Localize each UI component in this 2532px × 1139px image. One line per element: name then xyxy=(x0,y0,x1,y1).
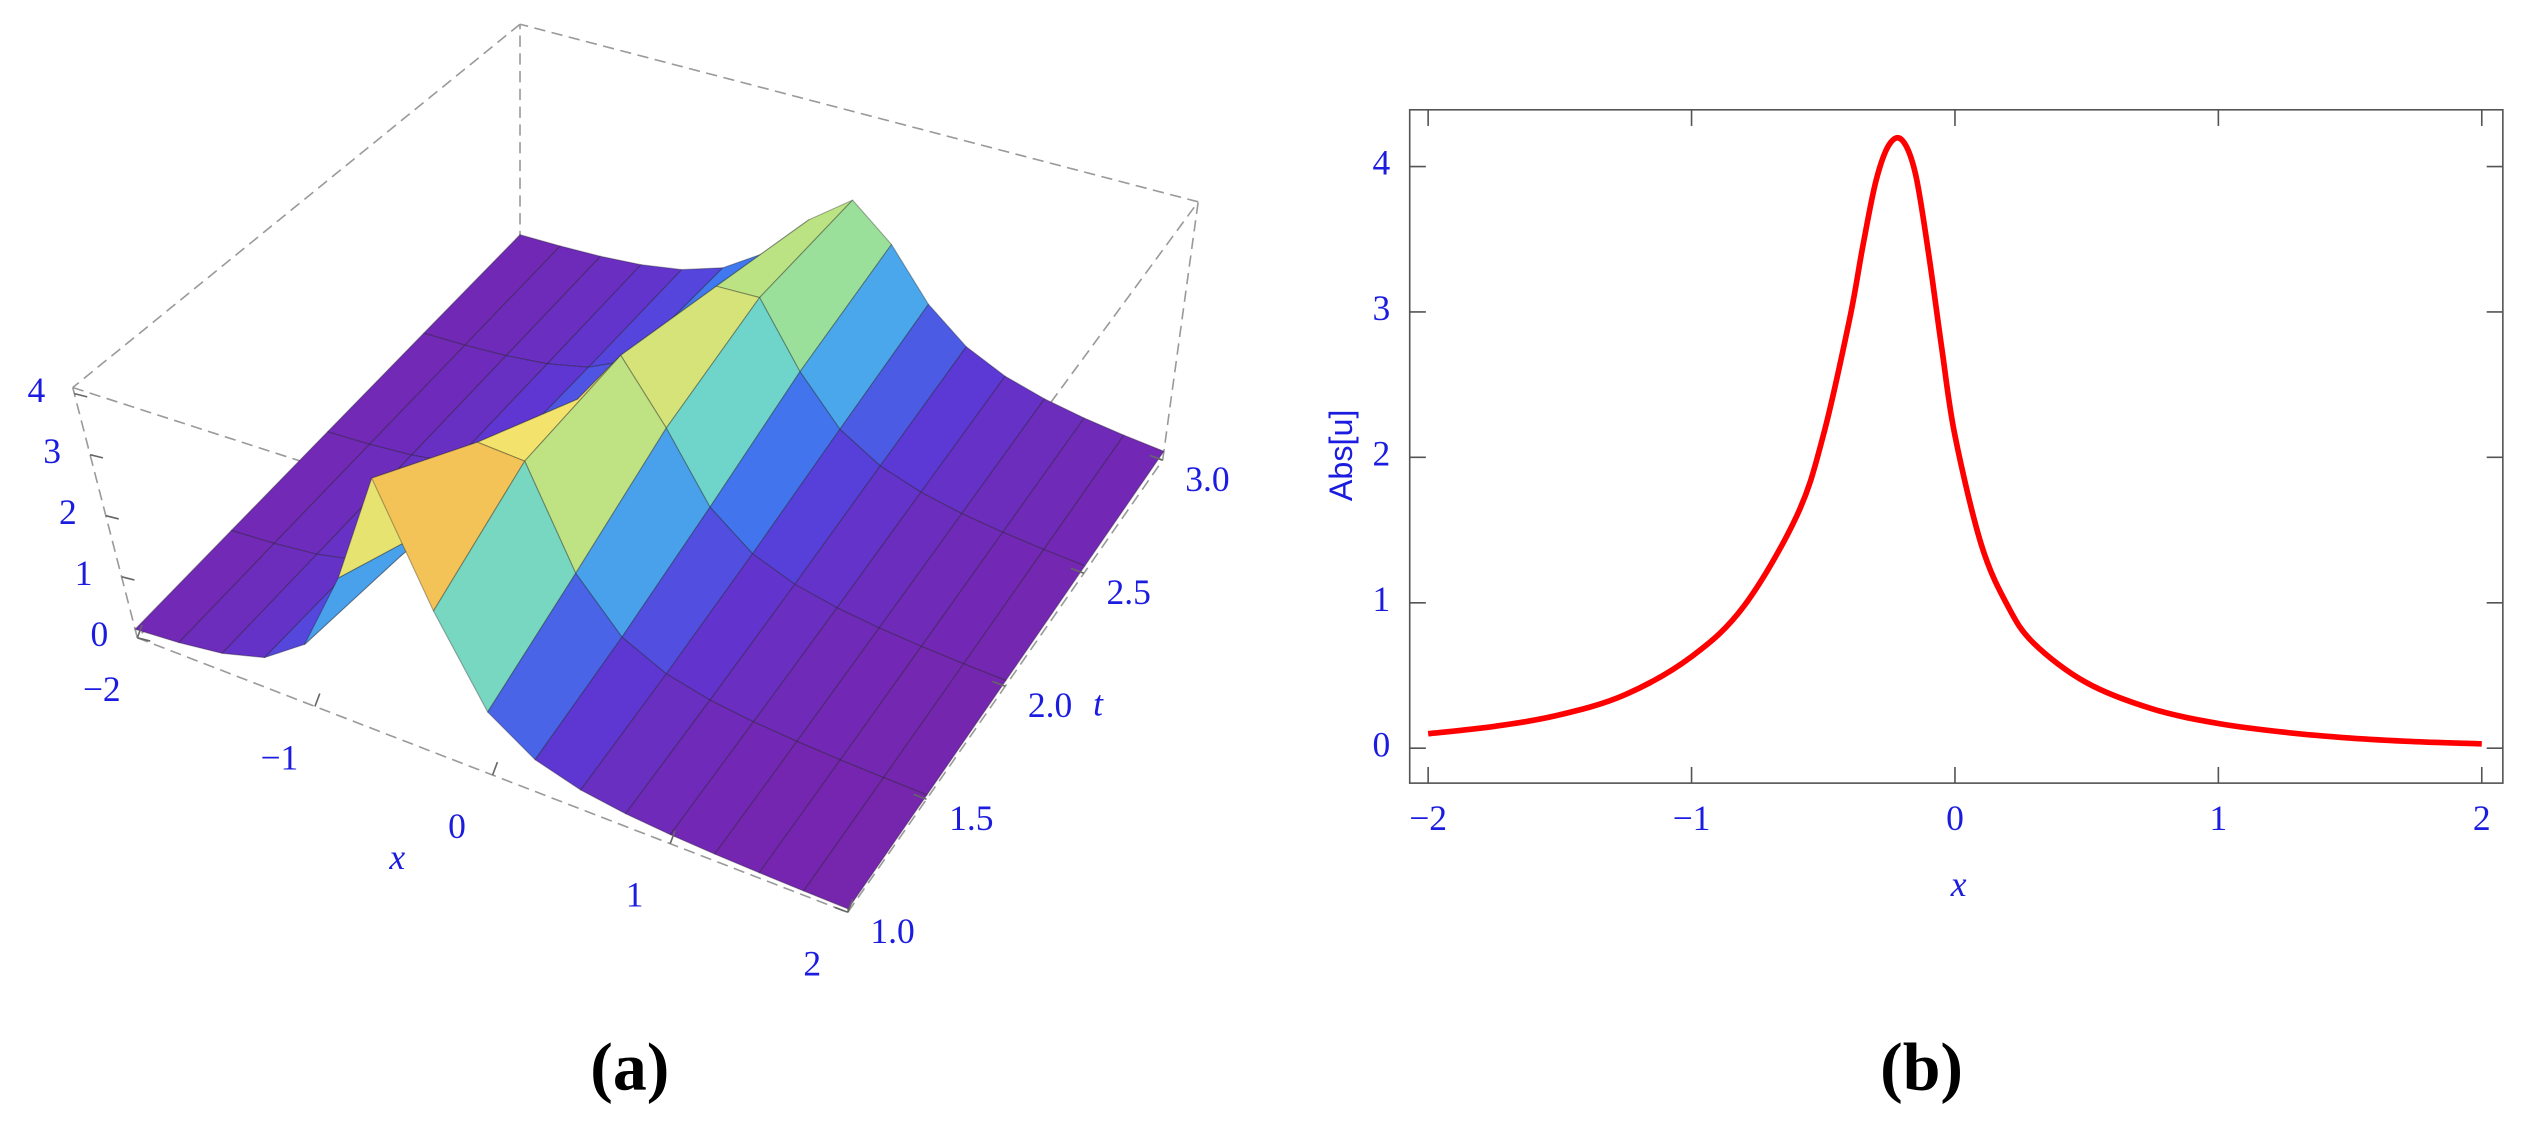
surface-patch xyxy=(883,663,1007,796)
z-tick-label: 1 xyxy=(75,553,93,593)
y-tick xyxy=(834,906,849,914)
data-line xyxy=(1427,134,2482,747)
x-tick xyxy=(669,830,676,844)
x-tick-label: 0 xyxy=(448,806,466,846)
x-tick xyxy=(314,693,321,707)
x-axis-label: x xyxy=(1950,864,1967,904)
y-tick-label: 2 xyxy=(1373,434,1391,474)
z-tick xyxy=(105,514,119,520)
y-tick xyxy=(992,680,1006,687)
y-tick xyxy=(913,793,927,801)
box-edge xyxy=(71,387,139,639)
box-edge xyxy=(519,23,1199,203)
z-tick xyxy=(121,575,135,581)
y-tick-label: 1 xyxy=(1373,579,1391,619)
box-edge xyxy=(1161,201,1199,461)
z-tick xyxy=(137,637,151,642)
y-axis-label: Abs[u] xyxy=(1323,410,1359,502)
x-tick-label: 2 xyxy=(803,943,821,983)
y-tick-label: 3 xyxy=(1373,288,1391,328)
y-tick-label: 2.5 xyxy=(1107,572,1151,612)
caption: (b) xyxy=(1880,1029,1963,1104)
x-tick xyxy=(136,624,143,639)
surface-patch xyxy=(1043,434,1165,567)
y-tick-label: 2.0 xyxy=(1028,685,1072,725)
y-tick-label: 4 xyxy=(1373,143,1391,183)
surface-patch xyxy=(803,777,928,910)
plot-frame xyxy=(1408,108,2504,784)
z-tick-label: 0 xyxy=(91,614,109,654)
x-tick-label: −2 xyxy=(1409,798,1447,838)
x-tick-label: 1 xyxy=(626,875,644,915)
z-tick-label: 4 xyxy=(27,370,45,410)
y-tick-label: 0 xyxy=(1373,724,1391,764)
x-tick xyxy=(847,899,854,913)
x-tick-label: 2 xyxy=(2473,798,2491,838)
t-axis-label: t xyxy=(1093,683,1104,723)
x-tick-label: −1 xyxy=(261,737,299,777)
y-tick-label: 1.0 xyxy=(870,911,914,951)
caption: (a) xyxy=(590,1029,669,1104)
y-tick xyxy=(1149,454,1163,461)
z-tick-label: 3 xyxy=(43,431,61,471)
y-tick xyxy=(1070,567,1085,574)
box-edge xyxy=(72,23,521,389)
z-tick xyxy=(89,453,104,459)
z-tick-label: 2 xyxy=(59,492,77,532)
z-tick xyxy=(74,392,88,398)
x-axis-label: x xyxy=(388,837,405,877)
x-tick-label: 1 xyxy=(2209,798,2227,838)
x-tick-label: 0 xyxy=(1946,798,1964,838)
y-tick-label: 1.5 xyxy=(949,798,993,838)
y-tick-label: 3.0 xyxy=(1185,459,1229,499)
x-tick xyxy=(491,761,499,776)
x-tick-label: −1 xyxy=(1673,798,1711,838)
x-tick-label: −2 xyxy=(83,669,121,709)
